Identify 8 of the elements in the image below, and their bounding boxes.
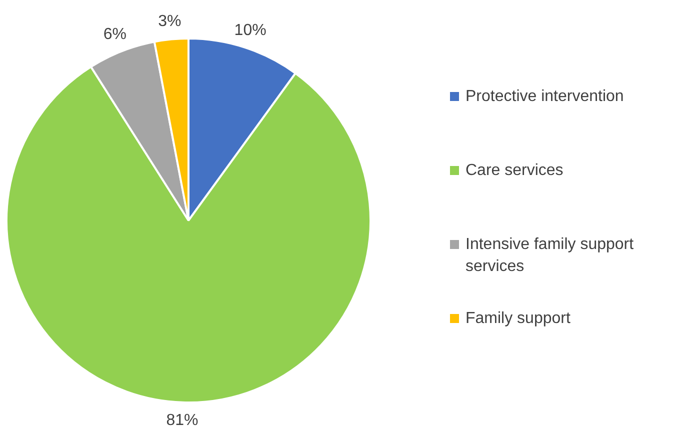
legend-label: Intensive family support services [466,236,634,275]
legend-label: Protective intervention [466,88,624,105]
legend-label: Care services [466,162,564,179]
data-label: 10% [234,22,266,39]
data-label: 81% [166,412,198,429]
data-label: 6% [103,26,126,44]
data-label: 3% [158,12,182,30]
legend-label: Family support [466,310,571,327]
